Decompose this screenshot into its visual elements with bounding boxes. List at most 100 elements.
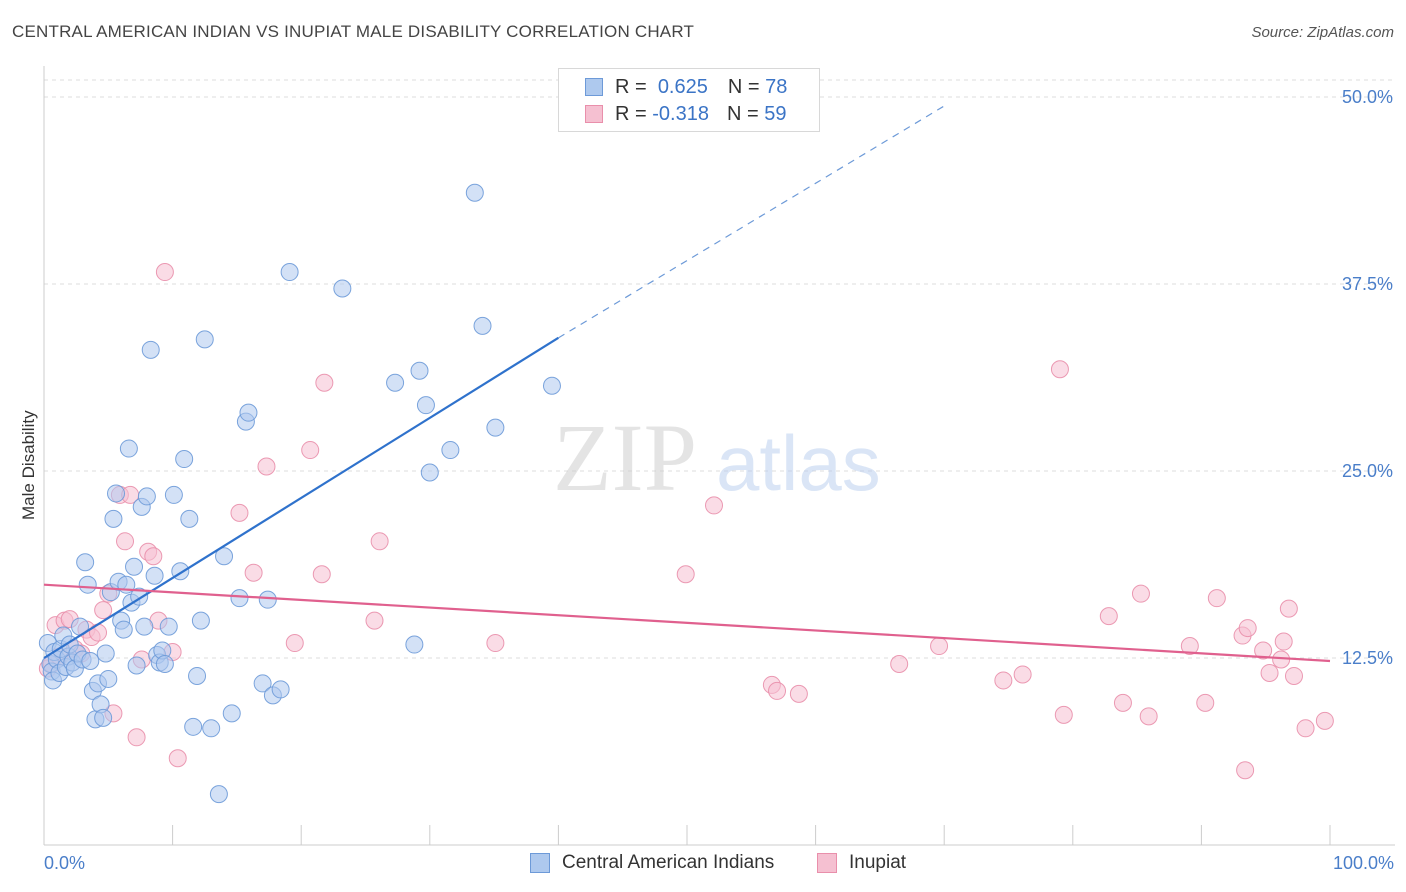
inupiat-point bbox=[315, 373, 334, 392]
central-american-indian-point bbox=[202, 719, 221, 738]
inupiat-point bbox=[127, 728, 146, 747]
central-american-indian-point bbox=[416, 396, 435, 415]
inupiat-point bbox=[1050, 360, 1069, 379]
inupiat-point bbox=[1099, 607, 1118, 626]
central-american-indian-point bbox=[125, 557, 144, 576]
bottom-legend-label-blue: Central American Indians bbox=[562, 852, 775, 873]
inupiat-point bbox=[1254, 641, 1273, 660]
central-american-indian-point bbox=[145, 566, 164, 585]
central-american-indian-point bbox=[420, 463, 439, 482]
bottom-legend-swatch-blue bbox=[530, 853, 550, 873]
inupiat-point bbox=[1296, 719, 1315, 738]
central-american-indian-point bbox=[164, 485, 183, 504]
inupiat-point bbox=[244, 563, 263, 582]
legend-swatch-pink bbox=[585, 105, 603, 123]
inupiat-point bbox=[365, 611, 384, 630]
inupiat-point bbox=[89, 623, 108, 642]
inupiat-point bbox=[1131, 584, 1150, 603]
blue-trend-extension bbox=[558, 105, 945, 339]
central-american-indian-point bbox=[180, 509, 199, 528]
bottom-legend-blue: Central American Indians bbox=[530, 852, 774, 874]
inupiat-point bbox=[1315, 711, 1334, 730]
inupiat-point bbox=[1196, 693, 1215, 712]
inupiat-point bbox=[705, 496, 724, 515]
bottom-legend-swatch-pink bbox=[817, 853, 837, 873]
central-american-indian-point bbox=[209, 785, 228, 804]
inupiat-point bbox=[285, 634, 304, 653]
inupiat-point bbox=[1207, 589, 1226, 608]
inupiat-point bbox=[1113, 693, 1132, 712]
central-american-indian-point bbox=[137, 487, 156, 506]
source-label: Source: ZipAtlas.com bbox=[1251, 24, 1394, 41]
legend-r-value: 0.625 bbox=[657, 75, 708, 98]
legend-r-value: -0.318 bbox=[652, 102, 709, 125]
central-american-indian-point bbox=[104, 509, 123, 528]
inupiat-point bbox=[230, 503, 249, 522]
central-american-indian-point bbox=[188, 666, 207, 685]
inupiat-point bbox=[94, 601, 113, 620]
stats-legend: R = 0.625 N = 78 R = -0.318 N = 59 bbox=[558, 68, 820, 132]
central-american-indian-point bbox=[473, 316, 492, 335]
central-american-indian-point bbox=[253, 674, 272, 693]
inupiat-point bbox=[370, 532, 389, 551]
pink-trend-line bbox=[43, 583, 1331, 663]
central-american-indian-point bbox=[76, 553, 95, 572]
y-tick-label: 37.5% bbox=[1342, 274, 1393, 294]
inupiat-point bbox=[486, 634, 505, 653]
inupiat-point bbox=[257, 457, 276, 476]
central-american-indian-point bbox=[410, 361, 429, 380]
inupiat-point bbox=[1238, 619, 1257, 638]
x-tick-label: 100.0% bbox=[1333, 853, 1394, 873]
central-american-indian-point bbox=[215, 547, 234, 566]
inupiat-point bbox=[1260, 663, 1279, 682]
chart-title: CENTRAL AMERICAN INDIAN VS INUPIAT MALE … bbox=[12, 22, 695, 41]
legend-n-value: 59 bbox=[764, 102, 787, 125]
central-american-indian-point bbox=[441, 441, 460, 460]
blue-trend-line bbox=[43, 336, 559, 659]
legend-r-label: R = bbox=[615, 75, 647, 98]
central-american-indian-point bbox=[191, 611, 210, 630]
central-american-indian-point bbox=[155, 654, 174, 673]
central-american-indian-point bbox=[465, 183, 484, 202]
legend-r-label: R = bbox=[615, 102, 647, 125]
legend-swatch-blue bbox=[585, 78, 603, 96]
central-american-indian-point bbox=[107, 484, 126, 503]
axes bbox=[43, 66, 1395, 846]
inupiat-point bbox=[1139, 707, 1158, 726]
watermark-zip: ZIP bbox=[553, 404, 697, 511]
inupiat-point bbox=[1180, 637, 1199, 656]
legend-n-label: N = bbox=[726, 102, 759, 125]
central-american-indian-point bbox=[542, 376, 561, 395]
central-american-indian-point bbox=[184, 717, 203, 736]
inupiat-point bbox=[116, 532, 135, 551]
inupiat-point bbox=[994, 671, 1013, 690]
inupiat-point bbox=[1284, 666, 1303, 685]
central-american-indian-point bbox=[78, 575, 97, 594]
watermark-atlas: atlas bbox=[716, 419, 881, 507]
inupiat-point bbox=[301, 441, 320, 460]
inupiat-points bbox=[38, 263, 1334, 780]
inupiat-point bbox=[168, 749, 187, 768]
central-american-indian-point bbox=[386, 373, 405, 392]
inupiat-point bbox=[768, 681, 787, 700]
central-american-indian-point bbox=[230, 589, 249, 608]
inupiat-point bbox=[1236, 761, 1255, 780]
central-american-indian-points bbox=[38, 183, 561, 804]
legend-row-blue: R = 0.625 N = 78 bbox=[585, 75, 787, 99]
bottom-legend-pink: Inupiat bbox=[817, 852, 906, 874]
central-american-indian-point bbox=[81, 651, 100, 670]
central-american-indian-point bbox=[135, 617, 154, 636]
central-american-indian-point bbox=[99, 669, 118, 688]
y-tick-label: 25.0% bbox=[1342, 461, 1393, 481]
central-american-indian-point bbox=[114, 620, 133, 639]
legend-n-value: 78 bbox=[765, 75, 788, 98]
central-american-indian-point bbox=[280, 263, 299, 282]
inupiat-point bbox=[155, 263, 174, 282]
central-american-indian-point bbox=[405, 635, 424, 654]
inupiat-point bbox=[1279, 599, 1298, 618]
inupiat-point bbox=[789, 684, 808, 703]
central-american-indian-point bbox=[333, 279, 352, 298]
central-american-indian-point bbox=[119, 439, 138, 458]
inupiat-point bbox=[1013, 665, 1032, 684]
y-tick-label: 12.5% bbox=[1342, 648, 1393, 668]
